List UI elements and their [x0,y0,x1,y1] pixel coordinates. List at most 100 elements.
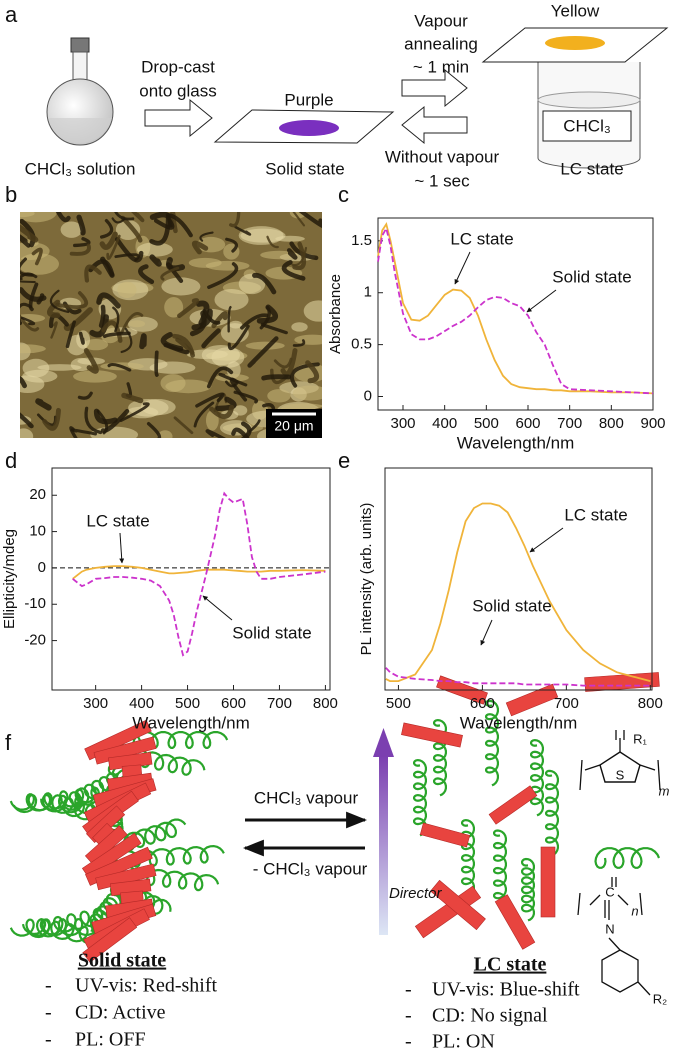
texture-dark [102,331,131,339]
texture-light [238,273,266,295]
texture-dark [139,333,147,350]
series-annotation: LC state [86,511,149,530]
label: ~ 1 min [413,57,469,76]
texture-dark [165,213,193,238]
x-tick-label: 600 [515,415,540,432]
texture-light [161,277,201,296]
texture-dark [195,392,225,408]
texture-dark [111,217,126,224]
arrow [401,68,468,108]
texture-dark [107,362,132,372]
label: CHCl₃ [563,116,611,135]
texture-dark [131,212,145,223]
texture-dark [227,305,232,333]
texture-dark [20,257,34,277]
y-tick-label: 20 [29,486,46,503]
backbone-rod [419,822,471,848]
side-chain-coil [493,829,507,912]
y-axis-label: PL intensity (arb. units) [358,503,375,656]
backbone-rod [430,879,486,931]
property-item: PL: OFF [75,1029,146,1051]
x-tick-label: 600 [221,695,246,712]
annotation-arrow [480,619,493,646]
series-annotation: Solid state [232,623,311,642]
label: Yellow [551,1,600,20]
chem-label: R₂ [653,991,667,1006]
bonds [579,730,661,791]
texture-dark [229,212,241,228]
texture-dark [100,408,130,433]
texture-dark [28,282,39,312]
texture-dark [189,310,207,337]
side-chain-coil [521,857,535,922]
texture-dark [170,212,178,234]
texture-light [291,322,308,332]
panel-label: d [5,448,17,473]
texture-dark [149,254,162,267]
bullet: - [45,1029,52,1051]
texture-dark [224,380,240,388]
x-tick-label: 700 [554,695,579,712]
bullet: - [45,975,52,997]
texture-dark [138,264,155,285]
annotation-arrow [119,532,125,564]
backbone-rod [488,785,538,825]
texture-dark [146,422,162,438]
backbone-rod [494,894,536,950]
side-chain-coil [594,847,661,869]
texture-dark [292,241,307,271]
texture-dark [160,266,180,281]
texture-dark [247,336,279,368]
label: annealing [404,34,478,53]
texture-dark [20,376,27,389]
property-item: CD: No signal [432,1005,548,1027]
texture-dark [65,320,76,349]
y-tick-label: 1.5 [351,232,372,249]
panel-f [9,672,661,996]
texture-dark [20,234,31,248]
panel-label: a [5,2,18,27]
texture-dark [20,318,23,326]
vial-liquid [537,91,641,109]
texture-light [73,370,117,383]
texture-dark [120,215,143,243]
annotation-arrow [202,595,233,621]
label: ~ 1 sec [414,171,470,190]
label: Without vapour [385,147,500,166]
texture-dark [292,339,306,347]
texture-dark [120,327,133,354]
property-item: PL: ON [432,1031,495,1053]
line-series [72,491,326,657]
texture-dark [153,218,175,230]
label: onto glass [139,81,217,100]
texture-dark [298,435,303,438]
x-tick-label: 500 [175,695,200,712]
x-tick-label: 400 [432,415,457,432]
y-tick-label: 1 [364,284,372,301]
texture-light [157,430,173,438]
label: CHCl₃ solution [25,159,136,178]
x-tick-label: 400 [129,695,154,712]
line-series [377,225,654,395]
texture-dark [166,257,186,272]
texture-dark [114,212,135,221]
texture-dark [173,416,194,435]
texture-dark [298,212,322,229]
x-tick-label: 800 [313,695,338,712]
purple-film [279,120,339,136]
texture-dark [121,392,144,404]
texture-dark [260,322,288,335]
backbone-rod [82,917,138,963]
texture-light [303,300,322,322]
flask-neck [72,51,88,83]
label: Director [389,885,443,902]
texture-light [294,334,322,345]
label: Purple [284,90,333,109]
texture-dark [266,235,279,249]
texture-light [20,428,34,438]
y-axis-label: Ellipticity/mdeg [1,529,18,629]
y-tick-label: -10 [24,595,46,612]
backbone-rod [414,885,482,939]
texture-dark [240,313,269,330]
property-item: CD: Active [75,1002,166,1024]
